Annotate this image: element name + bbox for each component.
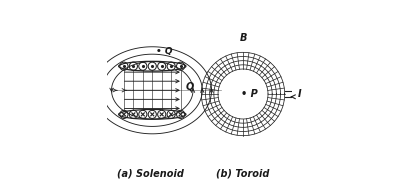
Text: (a) Solenoid: (a) Solenoid bbox=[117, 169, 184, 179]
Text: I: I bbox=[297, 89, 301, 99]
Text: • P: • P bbox=[241, 89, 258, 99]
Text: (b) Toroid: (b) Toroid bbox=[216, 169, 270, 179]
Text: • Q: • Q bbox=[156, 47, 172, 56]
Text: Q: Q bbox=[186, 82, 194, 92]
Text: B: B bbox=[239, 33, 247, 43]
